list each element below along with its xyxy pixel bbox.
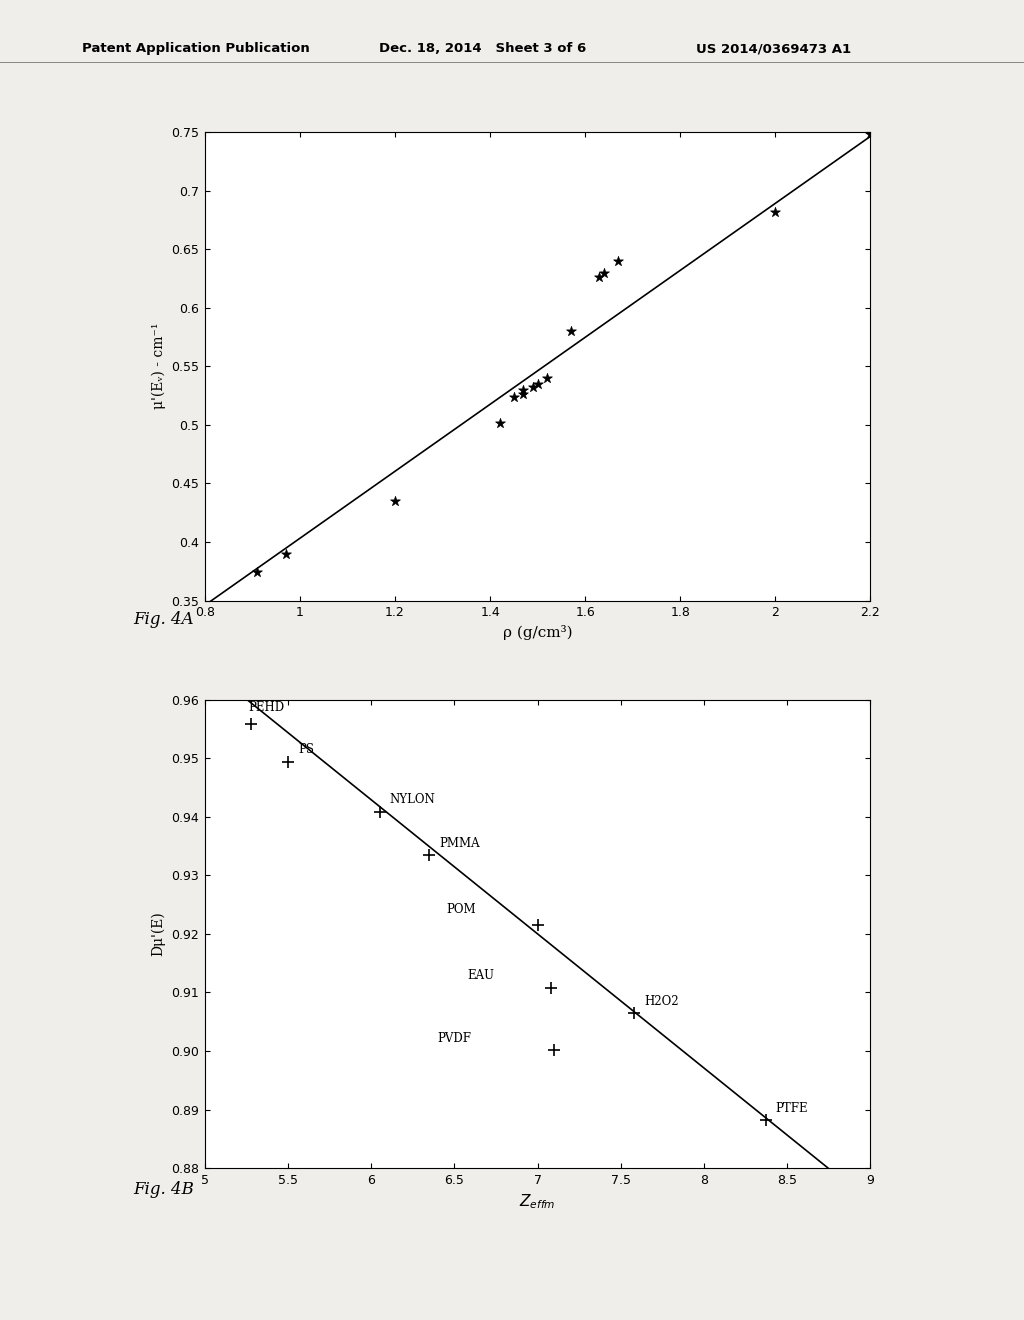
Text: H2O2: H2O2: [644, 995, 679, 1008]
Text: PVDF: PVDF: [437, 1032, 472, 1045]
Point: [372, 801, 388, 822]
Text: PEHD: PEHD: [248, 701, 285, 714]
Point: [387, 491, 403, 512]
Text: US 2014/0369473 A1: US 2014/0369473 A1: [696, 42, 851, 55]
Text: Dec. 18, 2014   Sheet 3 of 6: Dec. 18, 2014 Sheet 3 of 6: [379, 42, 586, 55]
Point: [249, 562, 265, 583]
Point: [546, 1039, 562, 1060]
Point: [421, 845, 437, 866]
X-axis label: ρ (g/cm³): ρ (g/cm³): [503, 624, 572, 640]
Point: [492, 412, 508, 433]
Text: PMMA: PMMA: [439, 837, 480, 850]
Point: [280, 751, 296, 772]
Text: POM: POM: [446, 903, 476, 916]
Point: [524, 376, 541, 397]
Point: [626, 1002, 642, 1023]
Point: [539, 367, 555, 388]
Text: Fig. 4B: Fig. 4B: [133, 1181, 194, 1199]
Y-axis label: Dμ'(E): Dμ'(E): [152, 912, 166, 956]
Point: [515, 379, 531, 400]
Point: [758, 1110, 774, 1131]
Text: NYLON: NYLON: [389, 793, 435, 807]
Point: [767, 201, 783, 222]
Point: [243, 714, 259, 735]
Point: [563, 321, 580, 342]
Y-axis label: μ'(Eᵥ) - cm⁻¹: μ'(Eᵥ) - cm⁻¹: [152, 323, 166, 409]
Text: Patent Application Publication: Patent Application Publication: [82, 42, 309, 55]
Point: [862, 124, 879, 145]
Point: [529, 915, 546, 936]
Point: [278, 543, 294, 564]
Point: [506, 387, 522, 408]
Point: [591, 267, 607, 288]
Point: [515, 384, 531, 405]
Point: [529, 374, 546, 395]
Text: PTFE: PTFE: [775, 1102, 808, 1115]
Text: EAU: EAU: [468, 969, 495, 982]
Text: Fig. 4A: Fig. 4A: [133, 611, 194, 628]
Text: PS: PS: [298, 743, 314, 756]
Point: [596, 261, 612, 282]
X-axis label: $Z_{effm}$: $Z_{effm}$: [519, 1192, 556, 1210]
Point: [610, 251, 627, 272]
Point: [543, 977, 559, 998]
